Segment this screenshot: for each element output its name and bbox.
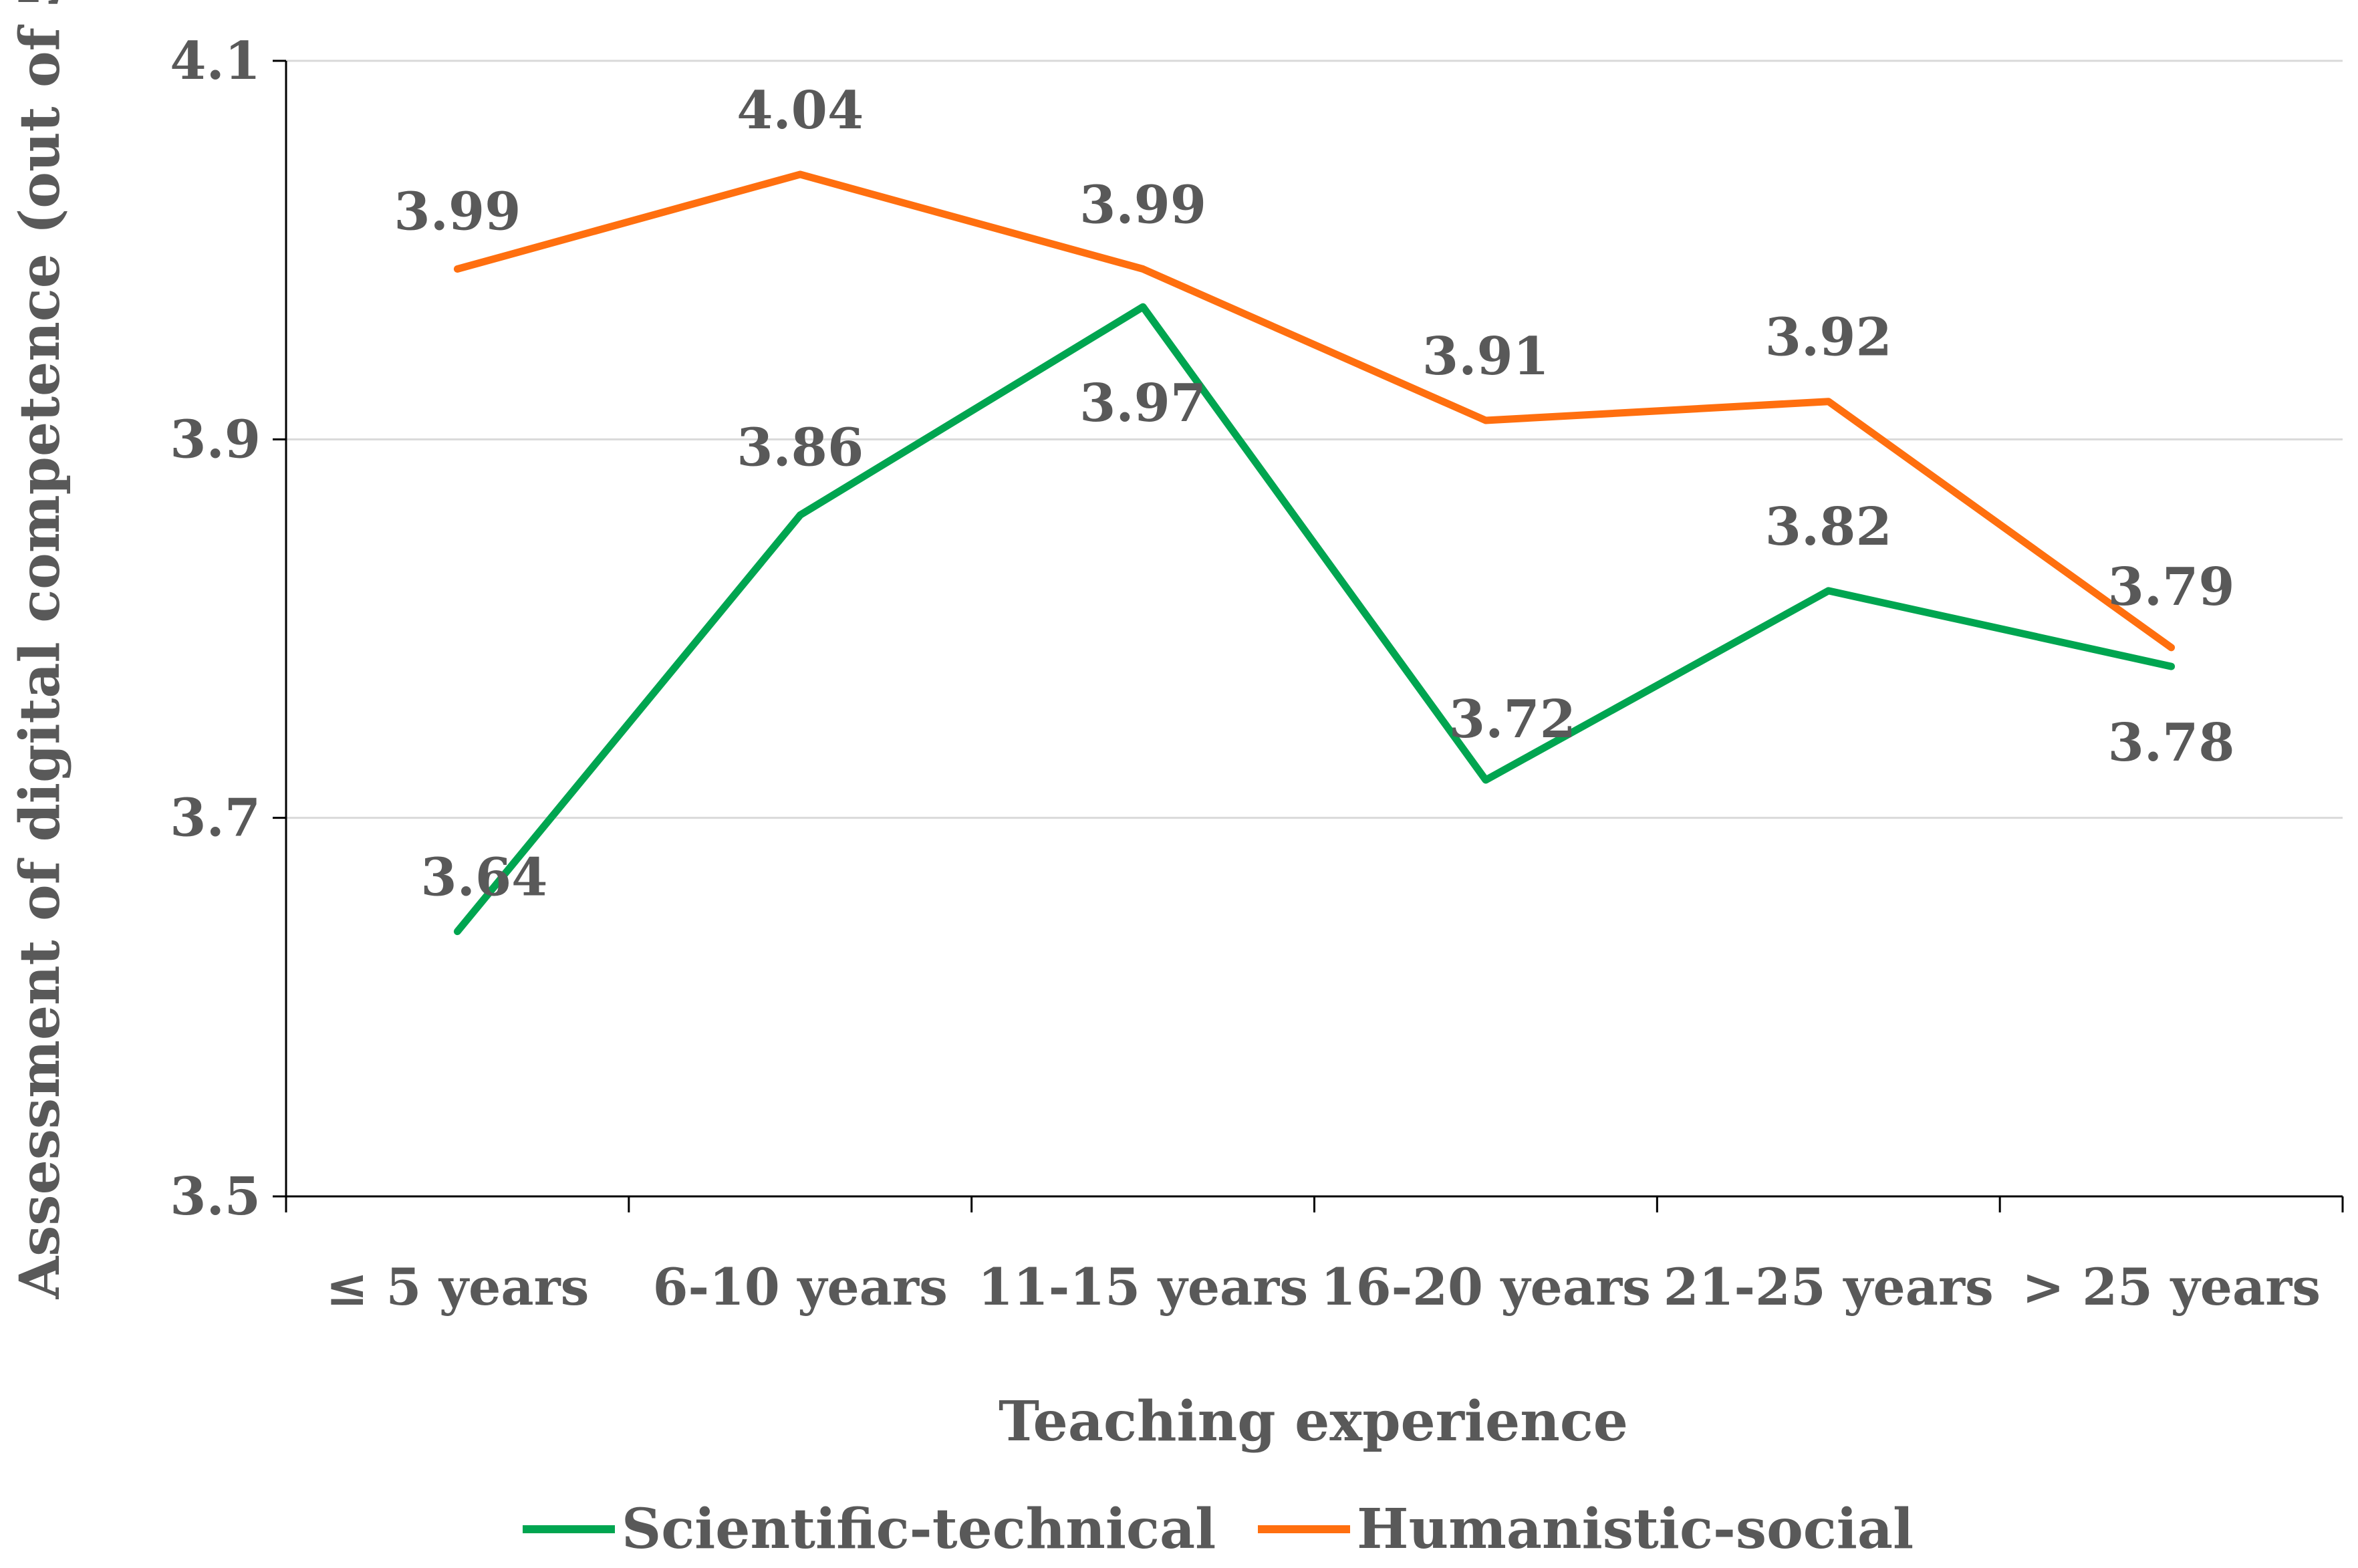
data-label-scientific-technical: 3.97 (1079, 373, 1206, 434)
data-label-scientific-technical: 3.82 (1765, 497, 1892, 557)
x-tick-label: 21-25 years (1664, 1257, 1994, 1317)
y-tick-label: 3.5 (170, 1166, 261, 1227)
axes: 3.5 3.7 3.9 4.1 ≤ 5 years 6-10 years 11-15 yea… (170, 31, 2344, 1317)
data-label-humanistic-social: 4.04 (737, 80, 864, 141)
data-label-humanistic-social: 3.79 (2108, 557, 2235, 618)
gridlines (286, 59, 2343, 819)
data-label-humanistic-social: 3.92 (1765, 307, 1892, 368)
legend-label-humanistic-social: Humanistic-social (1357, 1497, 1914, 1561)
y-tick-label: 3.7 (170, 788, 261, 849)
x-axis-title: Teaching experience (999, 1390, 1628, 1454)
legend: Scientific-technical Humanistic-social (523, 1497, 1914, 1561)
data-label-scientific-technical: 3.64 (420, 847, 547, 908)
data-label-scientific-technical: 3.86 (737, 418, 864, 479)
data-label-scientific-technical: 3.78 (2108, 712, 2235, 773)
data-labels: 3.64 3.86 3.97 3.72 3.82 3.78 3.99 4.04 3.99 3.91… (394, 80, 2234, 908)
data-label-humanistic-social: 3.99 (394, 181, 521, 242)
data-label-humanistic-social: 3.99 (1079, 174, 1206, 235)
y-tick-label: 3.9 (170, 409, 261, 470)
legend-label-scientific-technical: Scientific-technical (622, 1497, 1216, 1561)
x-tick-label: > 25 years (2022, 1257, 2321, 1317)
data-label-humanistic-social: 3.91 (1422, 326, 1549, 387)
x-tick-label: 6-10 years (653, 1257, 948, 1317)
x-tick-label: 11-15 years (978, 1257, 1308, 1317)
x-tick-label: 16-20 years (1321, 1257, 1651, 1317)
series-line-humanistic-social (453, 170, 2176, 652)
series-lines (453, 170, 2176, 936)
data-label-scientific-technical: 3.72 (1449, 689, 1576, 750)
y-tick-label: 4.1 (170, 31, 261, 92)
x-tick-label: ≤ 5 years (325, 1257, 589, 1317)
y-axis-title: Assessment of digital competence (out of… (8, 0, 72, 1299)
series-line-scientific-technical (453, 303, 2176, 936)
